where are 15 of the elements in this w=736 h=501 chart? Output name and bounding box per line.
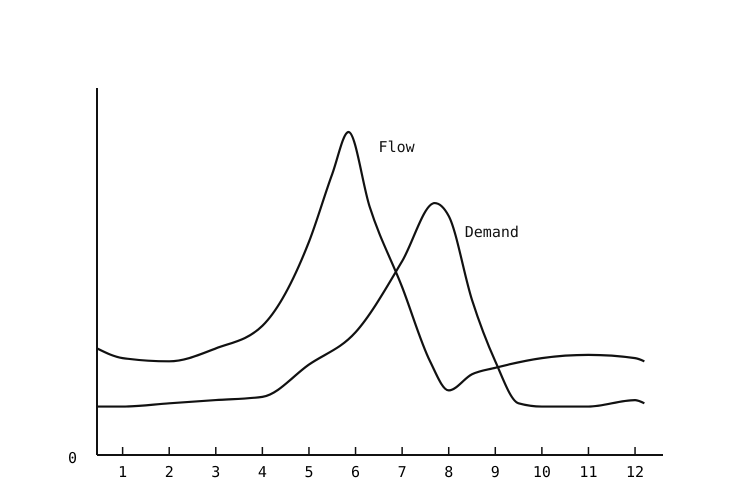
series-label: Demand [464, 223, 519, 242]
x-tick-label: 4 [258, 463, 267, 481]
x-tick-label: 5 [304, 463, 314, 481]
series-label: Flow [378, 138, 416, 156]
x-tick-label: 11 [579, 463, 598, 481]
x-tick-label: 1 [118, 463, 128, 481]
x-tick-label: 9 [490, 463, 500, 481]
x-tick-label: 2 [164, 463, 174, 481]
x-tick-label: 12 [626, 463, 644, 481]
x-tick-label: 7 [398, 463, 407, 481]
x-tick-label: 10 [532, 463, 551, 481]
x-tick-label: 8 [444, 463, 454, 481]
text: 0 [68, 449, 77, 467]
x-tick-label: 3 [211, 463, 220, 481]
x-tick-label: 6 [351, 463, 360, 481]
